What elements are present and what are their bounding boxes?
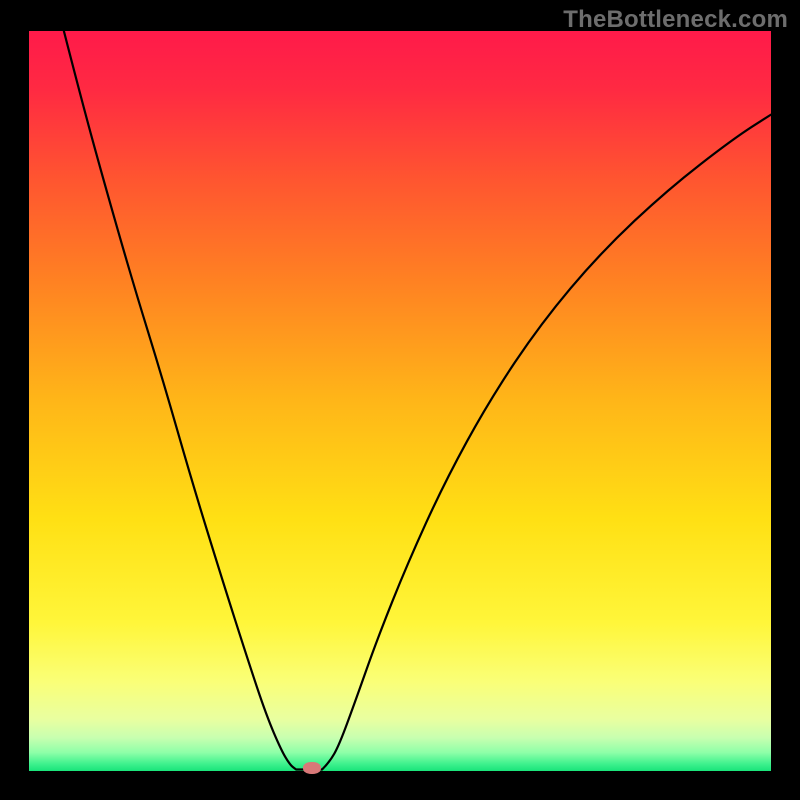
watermark-text: TheBottleneck.com — [563, 6, 788, 34]
chart-frame: TheBottleneck.com — [0, 0, 800, 800]
plot-background — [29, 31, 771, 771]
plot-area — [29, 31, 771, 771]
plot-svg — [29, 31, 771, 771]
notch-marker — [303, 762, 321, 774]
